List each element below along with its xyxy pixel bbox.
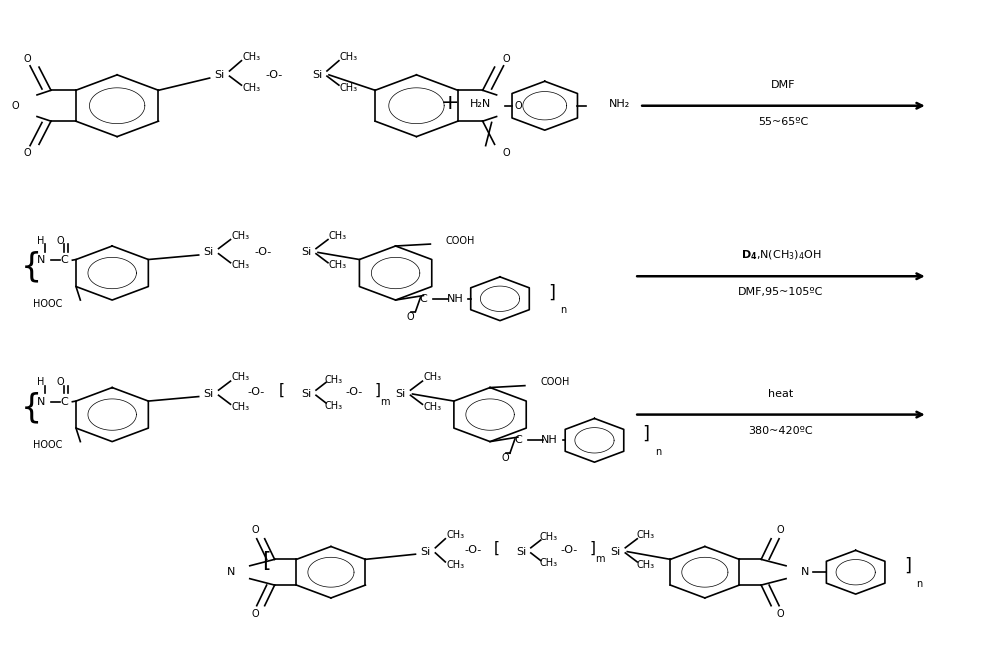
Text: $\mathbf{D_4}$,N(CH$_3$)$_4$OH: $\mathbf{D_4}$,N(CH$_3$)$_4$OH bbox=[741, 249, 821, 262]
Text: Si: Si bbox=[395, 389, 406, 399]
Text: DMF: DMF bbox=[771, 80, 796, 90]
Text: ]: ] bbox=[904, 557, 911, 575]
Text: CH₃: CH₃ bbox=[242, 82, 260, 93]
Text: CH₃: CH₃ bbox=[636, 559, 654, 570]
Text: Si: Si bbox=[301, 389, 311, 399]
Text: H: H bbox=[37, 236, 44, 246]
Text: [: [ bbox=[279, 384, 285, 398]
Text: 55~65ºC: 55~65ºC bbox=[758, 117, 809, 127]
Text: C: C bbox=[61, 397, 68, 407]
Text: ]: ] bbox=[589, 541, 595, 556]
Text: {: { bbox=[21, 391, 42, 424]
Text: CH₃: CH₃ bbox=[446, 559, 464, 570]
Text: Si: Si bbox=[301, 247, 311, 258]
Text: N: N bbox=[227, 567, 235, 577]
Text: Si: Si bbox=[312, 70, 322, 80]
Text: -O-: -O- bbox=[560, 545, 577, 555]
Text: CH₃: CH₃ bbox=[540, 558, 558, 569]
Text: C: C bbox=[420, 294, 427, 304]
Text: n: n bbox=[561, 305, 567, 315]
Text: H₂N: H₂N bbox=[469, 99, 491, 109]
Text: -O-: -O- bbox=[345, 387, 362, 397]
Text: Si: Si bbox=[516, 546, 526, 557]
Text: O: O bbox=[776, 609, 784, 619]
Text: [: [ bbox=[262, 550, 271, 570]
Text: O: O bbox=[501, 454, 509, 463]
Text: NH: NH bbox=[447, 294, 464, 304]
Text: n: n bbox=[655, 447, 661, 457]
Text: N: N bbox=[36, 397, 45, 407]
Text: CH₃: CH₃ bbox=[325, 375, 343, 385]
Text: COOH: COOH bbox=[446, 236, 475, 246]
Text: n: n bbox=[916, 579, 922, 589]
Text: H: H bbox=[37, 378, 44, 387]
Text: CH₃: CH₃ bbox=[242, 52, 260, 62]
Text: N: N bbox=[36, 255, 45, 265]
Text: HOOC: HOOC bbox=[33, 299, 62, 309]
Text: COOH: COOH bbox=[540, 378, 569, 387]
Text: Si: Si bbox=[204, 247, 214, 258]
Text: {: { bbox=[21, 250, 42, 283]
Text: C: C bbox=[514, 435, 522, 445]
Text: O: O bbox=[515, 101, 522, 111]
Text: O: O bbox=[57, 236, 64, 246]
Text: Si: Si bbox=[214, 70, 225, 80]
Text: O: O bbox=[407, 312, 414, 322]
Text: -O-: -O- bbox=[248, 387, 265, 397]
Text: Si: Si bbox=[610, 546, 620, 557]
Text: heat: heat bbox=[768, 389, 794, 399]
Text: 380~420ºC: 380~420ºC bbox=[749, 426, 813, 435]
Text: O: O bbox=[252, 526, 260, 535]
Text: ]: ] bbox=[548, 284, 555, 301]
Text: O: O bbox=[57, 378, 64, 387]
Text: CH₃: CH₃ bbox=[423, 373, 441, 382]
Text: +: + bbox=[441, 93, 460, 112]
Text: CH₃: CH₃ bbox=[423, 402, 441, 412]
Text: -O-: -O- bbox=[266, 70, 283, 80]
Text: DMF,95~105ºC: DMF,95~105ºC bbox=[738, 288, 824, 297]
Text: m: m bbox=[595, 554, 604, 565]
Text: -O-: -O- bbox=[465, 545, 482, 555]
Text: CH₃: CH₃ bbox=[340, 82, 358, 93]
Text: O: O bbox=[252, 609, 260, 619]
Text: C: C bbox=[61, 255, 68, 265]
Text: CH₃: CH₃ bbox=[231, 402, 250, 412]
Text: [: [ bbox=[494, 541, 500, 556]
Text: ]: ] bbox=[375, 384, 381, 398]
Text: N: N bbox=[801, 567, 809, 577]
Text: ]: ] bbox=[643, 425, 650, 443]
Text: O: O bbox=[23, 148, 31, 158]
Text: CH₃: CH₃ bbox=[340, 52, 358, 62]
Text: NH₂: NH₂ bbox=[609, 99, 630, 109]
Text: CH₃: CH₃ bbox=[636, 530, 654, 540]
Text: O: O bbox=[503, 148, 510, 158]
Text: CH₃: CH₃ bbox=[329, 230, 347, 241]
Text: O: O bbox=[11, 101, 19, 111]
Text: m: m bbox=[380, 397, 389, 407]
Text: Si: Si bbox=[204, 389, 214, 399]
Text: O: O bbox=[23, 54, 31, 64]
Text: O: O bbox=[503, 54, 510, 64]
Text: HOOC: HOOC bbox=[33, 441, 62, 450]
Text: CH₃: CH₃ bbox=[446, 530, 464, 540]
Text: CH₃: CH₃ bbox=[325, 400, 343, 411]
Text: O: O bbox=[776, 526, 784, 535]
Text: CH₃: CH₃ bbox=[231, 260, 250, 270]
Text: CH₃: CH₃ bbox=[231, 230, 250, 241]
Text: NH: NH bbox=[541, 435, 558, 445]
Text: -O-: -O- bbox=[255, 247, 272, 258]
Text: CH₃: CH₃ bbox=[540, 532, 558, 543]
Text: CH₃: CH₃ bbox=[231, 373, 250, 382]
Text: Si: Si bbox=[420, 546, 431, 557]
Text: CH₃: CH₃ bbox=[329, 260, 347, 270]
